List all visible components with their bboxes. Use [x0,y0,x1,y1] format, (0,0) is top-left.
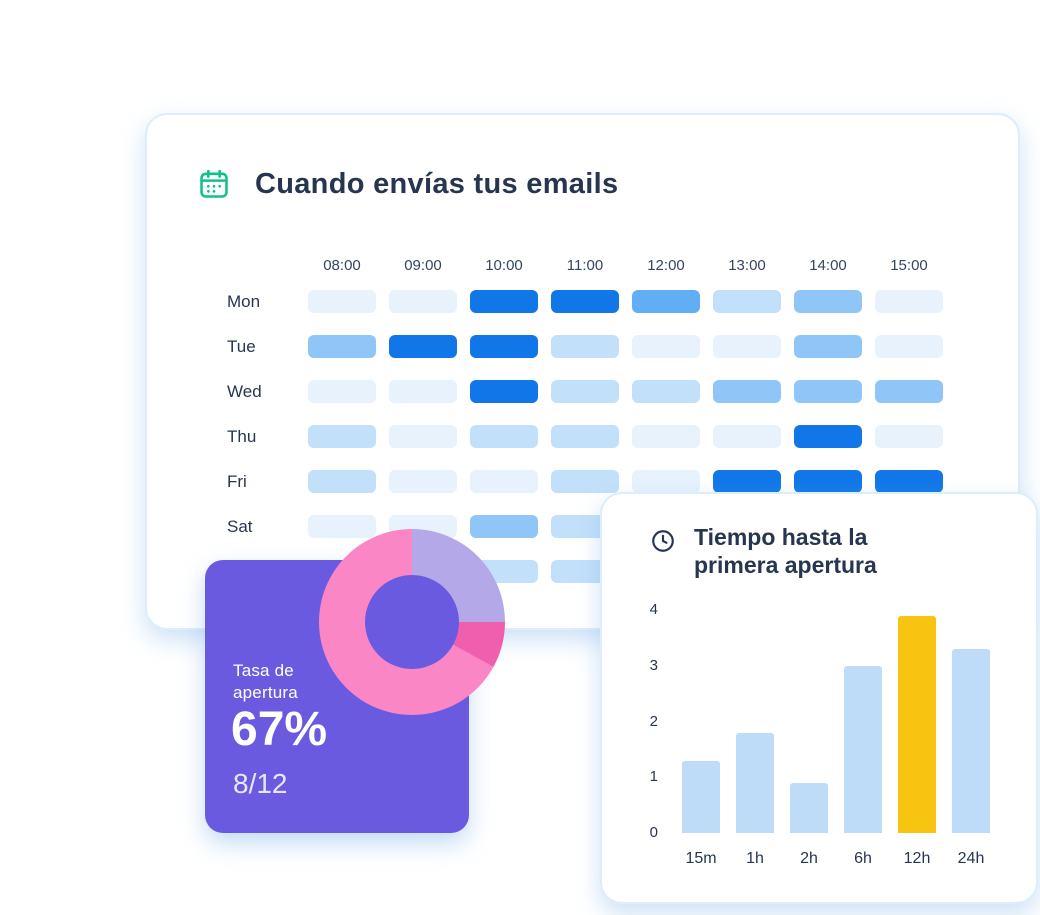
heatmap-cell [470,335,538,358]
heatmap-cell [308,335,376,358]
send-times-title: Cuando envías tus emails [255,167,619,200]
bar-24h [952,649,990,833]
heatmap-cell [308,515,376,538]
heatmap-cell [875,290,943,313]
x-axis-label: 1h [746,850,764,867]
heatmap-cell [875,470,943,493]
day-label: Wed [227,381,262,401]
day-label: Mon [227,291,261,311]
heatmap-cell [713,380,781,403]
heatmap-cell [794,470,862,493]
heatmap-cell [308,380,376,403]
hour-label: 12:00 [647,257,685,274]
heatmap-cell [389,335,457,358]
heatmap-cell [470,290,538,313]
heatmap-cell [875,380,943,403]
x-axis-label: 24h [957,850,985,867]
heatmap-cell [794,425,862,448]
hour-label: 09:00 [404,257,442,274]
send-times-header: Cuando envías tus emails [197,167,968,201]
calendar-icon [197,167,231,201]
x-axis-label: 12h [903,850,931,867]
hour-label: 15:00 [890,257,928,274]
y-axis-tick: 1 [649,768,658,786]
heatmap-cell [875,335,943,358]
bar-1h [736,732,774,833]
heatmap-cell [713,290,781,313]
heatmap-cell [632,335,700,358]
heatmap-cell [551,290,619,313]
clock-icon [650,528,676,554]
y-axis-tick: 2 [649,712,658,730]
heatmap-cell [389,380,457,403]
open-rate-fraction: 8/12 [233,768,288,799]
heatmap-cell [875,425,943,448]
heatmap-cell [389,470,457,493]
heatmap-cell [470,380,538,403]
heatmap-cell [632,380,700,403]
heatmap-cell [389,425,457,448]
y-axis-tick: 0 [649,824,658,841]
open-rate-value: 67% [231,703,328,756]
heatmap-cell [794,380,862,403]
heatmap-cell [632,425,700,448]
heatmap-cell [551,335,619,358]
y-axis-tick: 3 [649,656,658,674]
heatmap-cell [308,425,376,448]
day-label: Tue [227,336,256,356]
heatmap-cell [632,290,700,313]
hour-label: 13:00 [728,257,766,274]
x-axis-label: 2h [800,850,818,867]
day-label: Fri [227,471,247,491]
hour-label: 08:00 [323,257,361,274]
heatmap-hours-axis: 08:00 09:00 10:00 11:00 12:00 13:00 14:00 15:00 [308,257,968,274]
bar-chart-x-axis: 15m 1h 2h 6h 12h 24h [682,850,990,868]
heatmap-cell [551,380,619,403]
heatmap-cell [713,335,781,358]
heatmap-cell [470,425,538,448]
y-axis-tick: 4 [649,601,658,618]
bar-chart-y-axis: 0 1 2 3 4 [630,601,658,841]
bar-12h [898,615,936,833]
hour-label: 11:00 [566,257,604,274]
first-open-header: Tiempo hasta la primera apertura [650,524,914,579]
heatmap-cell [713,425,781,448]
heatmap-cell [470,470,538,493]
day-label: Thu [227,426,257,446]
heatmap-cell [794,335,862,358]
bar-6h [844,665,882,833]
x-axis-label: 6h [854,850,872,867]
hour-label: 10:00 [485,257,523,274]
donut-hole [365,575,459,669]
bar-2h [790,782,828,833]
heatmap-cell [470,515,538,538]
heatmap-cell [551,425,619,448]
bar-chart-plot [682,610,990,833]
first-open-card: Tiempo hasta la primera apertura 0 1 2 3 4 1… [600,492,1038,904]
heatmap-cell [389,290,457,313]
heatmap-cell [308,470,376,493]
heatmap-cell [794,290,862,313]
bar-15m [682,760,720,833]
x-axis-label: 15m [685,850,717,867]
open-rate-donut [319,529,505,715]
heatmap-cell [632,470,700,493]
day-label: Sat [227,516,253,536]
heatmap-cell [308,290,376,313]
heatmap-cell [551,470,619,493]
open-rate-label: Tasa de apertura [233,661,298,703]
heatmap-cell [713,470,781,493]
first-open-title: Tiempo hasta la primera apertura [694,524,877,578]
hour-label: 14:00 [809,257,847,274]
